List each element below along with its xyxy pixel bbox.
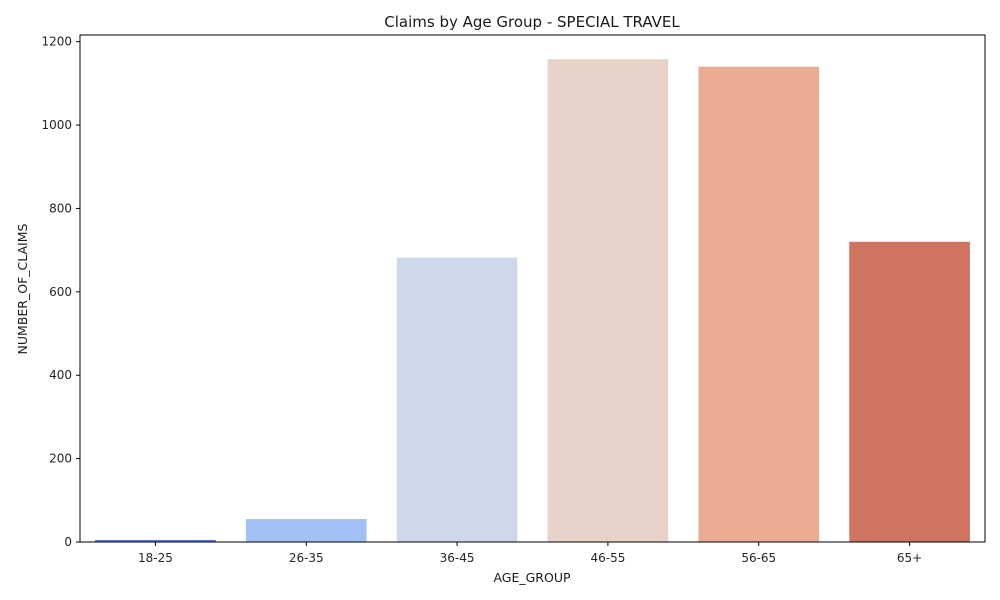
x-tick-label: 65+: [897, 551, 922, 565]
y-tick-label: 600: [49, 285, 72, 299]
y-tick-label: 1000: [41, 118, 72, 132]
y-tick-label: 1200: [41, 35, 72, 49]
bar-65+: [849, 241, 970, 543]
x-tick-label: 46-55: [590, 551, 625, 565]
x-axis: 18-25 26-35 36-45 46-55 56-65 65+: [138, 542, 922, 565]
x-tick-label: 56-65: [741, 551, 776, 565]
bar-46-55: [547, 59, 669, 543]
chart-title: Claims by Age Group - SPECIAL TRAVEL: [384, 13, 680, 31]
x-tick-label: 18-25: [138, 551, 173, 565]
bar-18-25: [95, 539, 216, 542]
y-axis-label: NUMBER_OF_CLAIMS: [15, 223, 30, 354]
y-axis: 0 200 400 600 800 1000 1200: [41, 35, 80, 549]
x-axis-label: AGE_GROUP: [493, 570, 571, 585]
x-tick-label: 36-45: [440, 551, 475, 565]
y-tick-label: 0: [64, 535, 72, 549]
bar-26-35: [245, 519, 367, 542]
x-tick-label: 26-35: [289, 551, 324, 565]
bar-36-45: [396, 257, 518, 542]
bar-56-65: [698, 66, 820, 542]
bars-group: [95, 59, 970, 543]
y-tick-label: 800: [49, 201, 72, 215]
y-tick-label: 200: [49, 452, 72, 466]
y-tick-label: 400: [49, 368, 72, 382]
plot-frame: [79, 34, 986, 543]
